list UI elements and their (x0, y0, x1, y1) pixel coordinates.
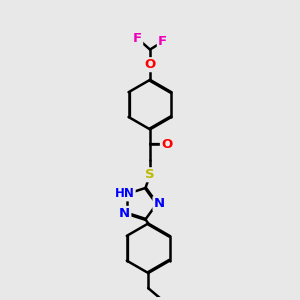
Text: S: S (145, 168, 155, 181)
Text: HN: HN (115, 188, 135, 200)
Text: N: N (154, 197, 165, 210)
Text: F: F (133, 32, 142, 45)
Text: O: O (144, 58, 156, 71)
Text: N: N (119, 207, 130, 220)
Text: O: O (161, 138, 172, 151)
Text: F: F (158, 35, 167, 48)
